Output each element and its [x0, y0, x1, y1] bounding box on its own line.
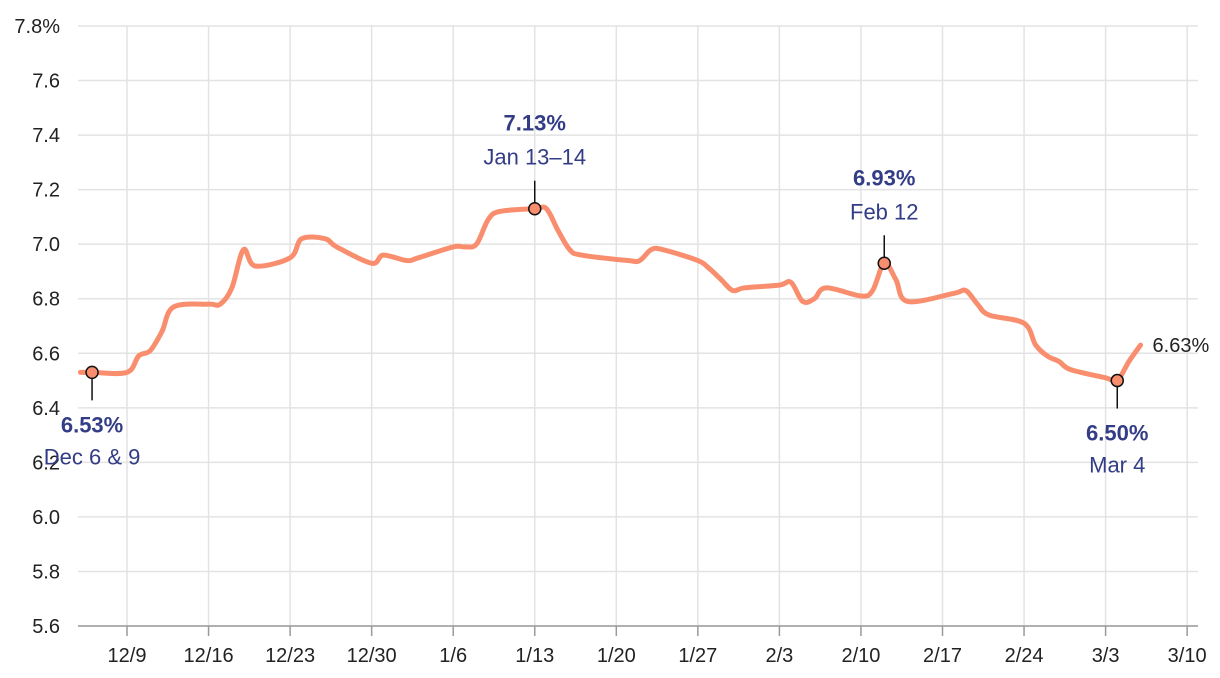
x-tick-label: 1/27 — [678, 645, 717, 667]
x-tick-label: 1/6 — [439, 645, 467, 667]
end-value-label: 6.63% — [1153, 335, 1210, 357]
x-tick-label: 12/9 — [108, 645, 147, 667]
annotation-value-label: 6.93% — [853, 165, 915, 190]
x-tick-label: 2/24 — [1005, 645, 1044, 667]
gridlines — [78, 25, 1198, 627]
annotations: 6.53%Dec 6 & 97.13%Jan 13–146.93%Feb 126… — [44, 111, 1210, 478]
axes: 5.6 5.8 6.0 6.2 6.4 6.6 6.8 7.0 7.2 7.4 7.6 7.8% 12/… — [14, 16, 1206, 667]
annotation-value-label: 6.50% — [1086, 421, 1148, 446]
x-tick-label: 12/23 — [265, 645, 315, 667]
annotation-date-label: Mar 4 — [1089, 453, 1145, 478]
y-tick-label: 6.4 — [32, 398, 60, 420]
series-layer — [77, 204, 1144, 384]
y-tick-label: 7.6 — [32, 71, 60, 93]
y-tick-label: 7.4 — [32, 125, 60, 147]
annotation: 7.13% Jan 13–14 — [483, 111, 586, 216]
annotation-value-label: 7.13% — [504, 111, 566, 136]
annotation-marker — [85, 365, 99, 380]
annotation-date-label: Dec 6 & 9 — [44, 444, 141, 469]
annotation-date-label: Feb 12 — [850, 199, 919, 224]
annotation-marker — [877, 256, 891, 271]
y-tick-label: 6.8 — [32, 289, 60, 311]
x-tick-label: 12/30 — [347, 645, 397, 667]
x-tick-label: 1/20 — [597, 645, 636, 667]
y-tick-label: 7.8% — [14, 16, 60, 38]
x-tick-label: 2/17 — [923, 645, 962, 667]
rate-series-line — [77, 204, 1144, 384]
annotation: 6.50% Mar 4 — [1086, 373, 1148, 478]
annotation-date-label: Jan 13–14 — [483, 145, 586, 170]
x-tick-label: 3/3 — [1092, 645, 1120, 667]
annotation: 6.93% Feb 12 — [850, 165, 919, 271]
x-tick-label: 2/3 — [765, 645, 793, 667]
annotation: 6.53% Dec 6 & 9 — [44, 365, 141, 469]
x-tick-label: 12/16 — [184, 645, 234, 667]
x-tick-label: 3/10 — [1168, 645, 1207, 667]
y-tick-label: 7.0 — [32, 234, 60, 256]
y-tick-label: 6.6 — [32, 343, 60, 365]
y-tick-label: 7.2 — [32, 180, 60, 202]
x-tick-label: 1/13 — [515, 645, 554, 667]
y-tick-label: 5.8 — [32, 561, 60, 583]
annotation-marker — [1110, 373, 1124, 388]
annotation-marker — [528, 201, 542, 216]
y-tick-label: 5.6 — [32, 616, 60, 638]
y-tick-label: 6.2 — [32, 452, 60, 474]
annotation-value-label: 6.53% — [61, 412, 123, 437]
y-tick-label: 6.0 — [32, 507, 60, 529]
x-tick-label: 2/10 — [841, 645, 880, 667]
